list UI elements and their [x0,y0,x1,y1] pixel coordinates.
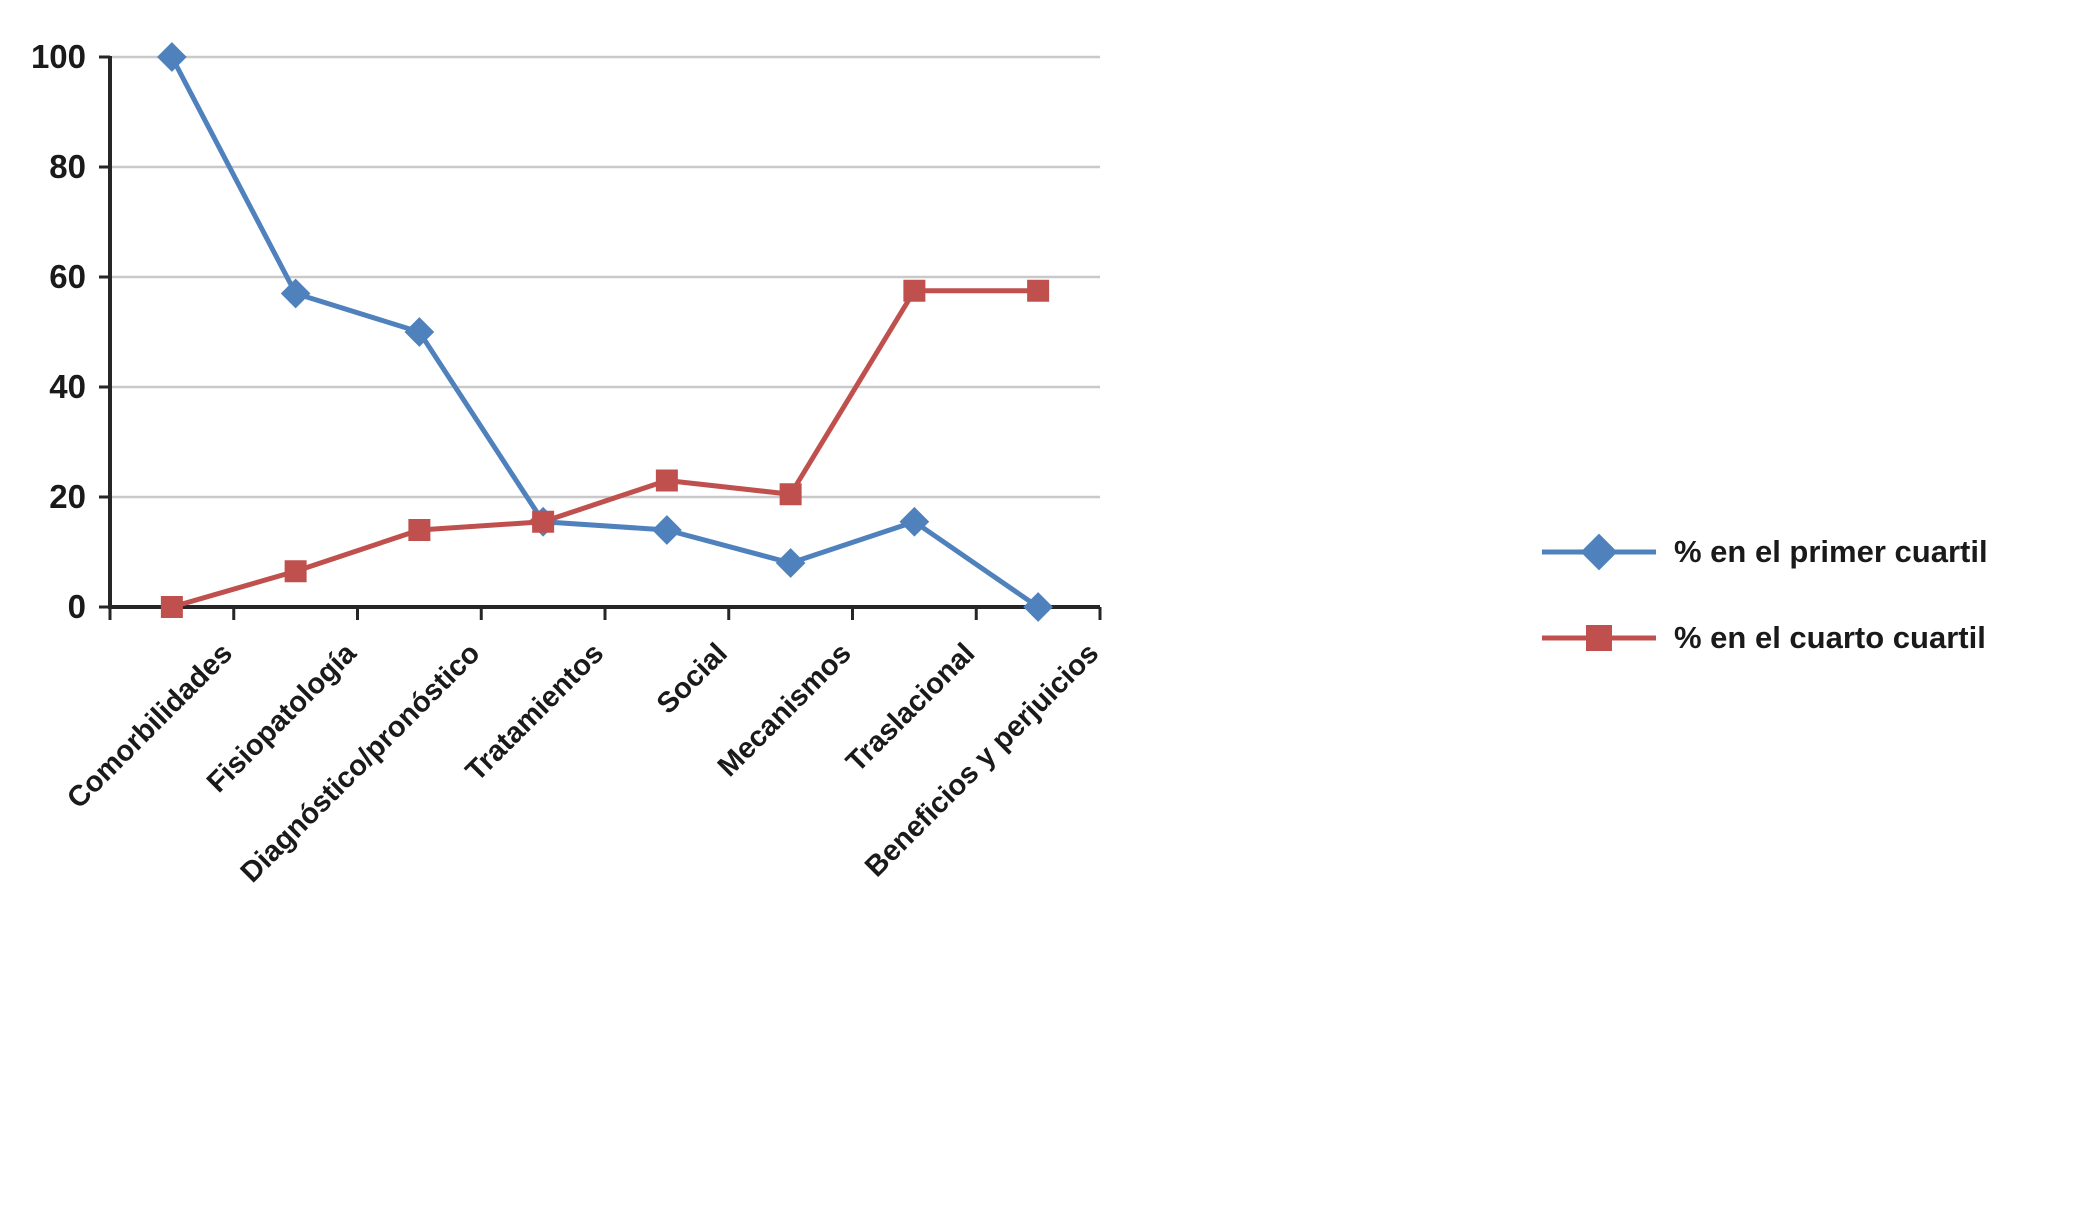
svg-text:Social: Social [651,637,734,720]
legend-item-cuarto-cuartil: % en el cuarto cuartil [1540,618,1988,658]
svg-text:60: 60 [49,258,86,295]
legend-marker-square-icon [1542,625,1656,651]
svg-text:Diagnóstico/pronóstico: Diagnóstico/pronóstico [235,637,487,889]
svg-text:Beneficios y perjuicios: Beneficios y perjuicios [859,637,1105,883]
svg-text:80: 80 [49,148,86,185]
chart-legend: % en el primer cuartil % en el cuarto cu… [1540,532,1988,658]
svg-text:0: 0 [68,588,86,625]
legend-marker-diamond-icon [1542,533,1656,571]
svg-text:100: 100 [31,38,86,75]
legend-label-cuarto-cuartil: % en el cuarto cuartil [1674,620,1986,655]
svg-text:Mecanismos: Mecanismos [712,637,858,783]
legend-item-primer-cuartil: % en el primer cuartil [1540,532,1988,572]
svg-text:40: 40 [49,368,86,405]
legend-label-primer-cuartil: % en el primer cuartil [1674,534,1988,569]
svg-text:20: 20 [49,478,86,515]
svg-text:Traslacional: Traslacional [840,637,981,778]
